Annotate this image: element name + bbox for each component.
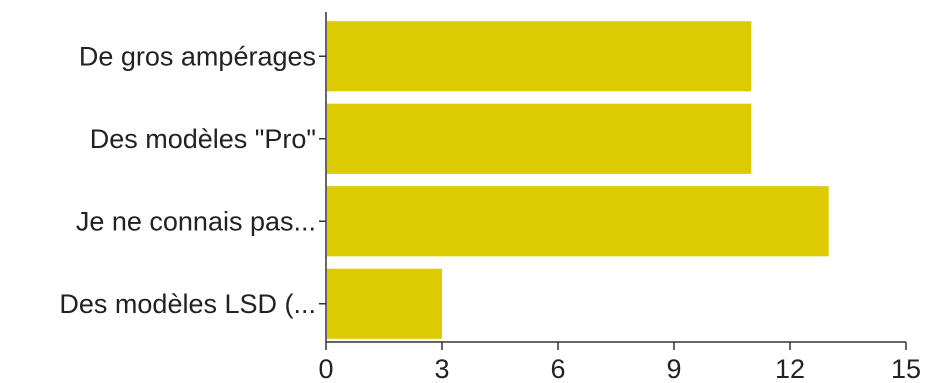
category-labels: De gros ampérages Des modèles "Pro" Je ne …	[59, 41, 326, 319]
bar-1	[327, 103, 752, 174]
x-tick-label-4: 12	[775, 354, 805, 383]
bar-2	[327, 186, 829, 257]
x-tick-label-2: 6	[550, 354, 565, 383]
bar-3	[327, 268, 442, 339]
category-label-1: Des modèles "Pro"	[90, 124, 316, 154]
category-label-2: Je ne connais pas...	[76, 206, 316, 236]
category-label-3: Des modèles LSD (...	[59, 289, 316, 319]
category-label-0: De gros ampérages	[79, 41, 316, 71]
bars-group	[327, 21, 829, 339]
x-tick-label-5: 15	[891, 354, 921, 383]
x-tick-label-1: 3	[434, 354, 449, 383]
x-tick-label-3: 9	[666, 354, 681, 383]
bar-0	[327, 21, 752, 92]
x-axis-ticks: 0 3 6 9 12 15	[318, 342, 921, 383]
x-tick-label-0: 0	[318, 354, 333, 383]
